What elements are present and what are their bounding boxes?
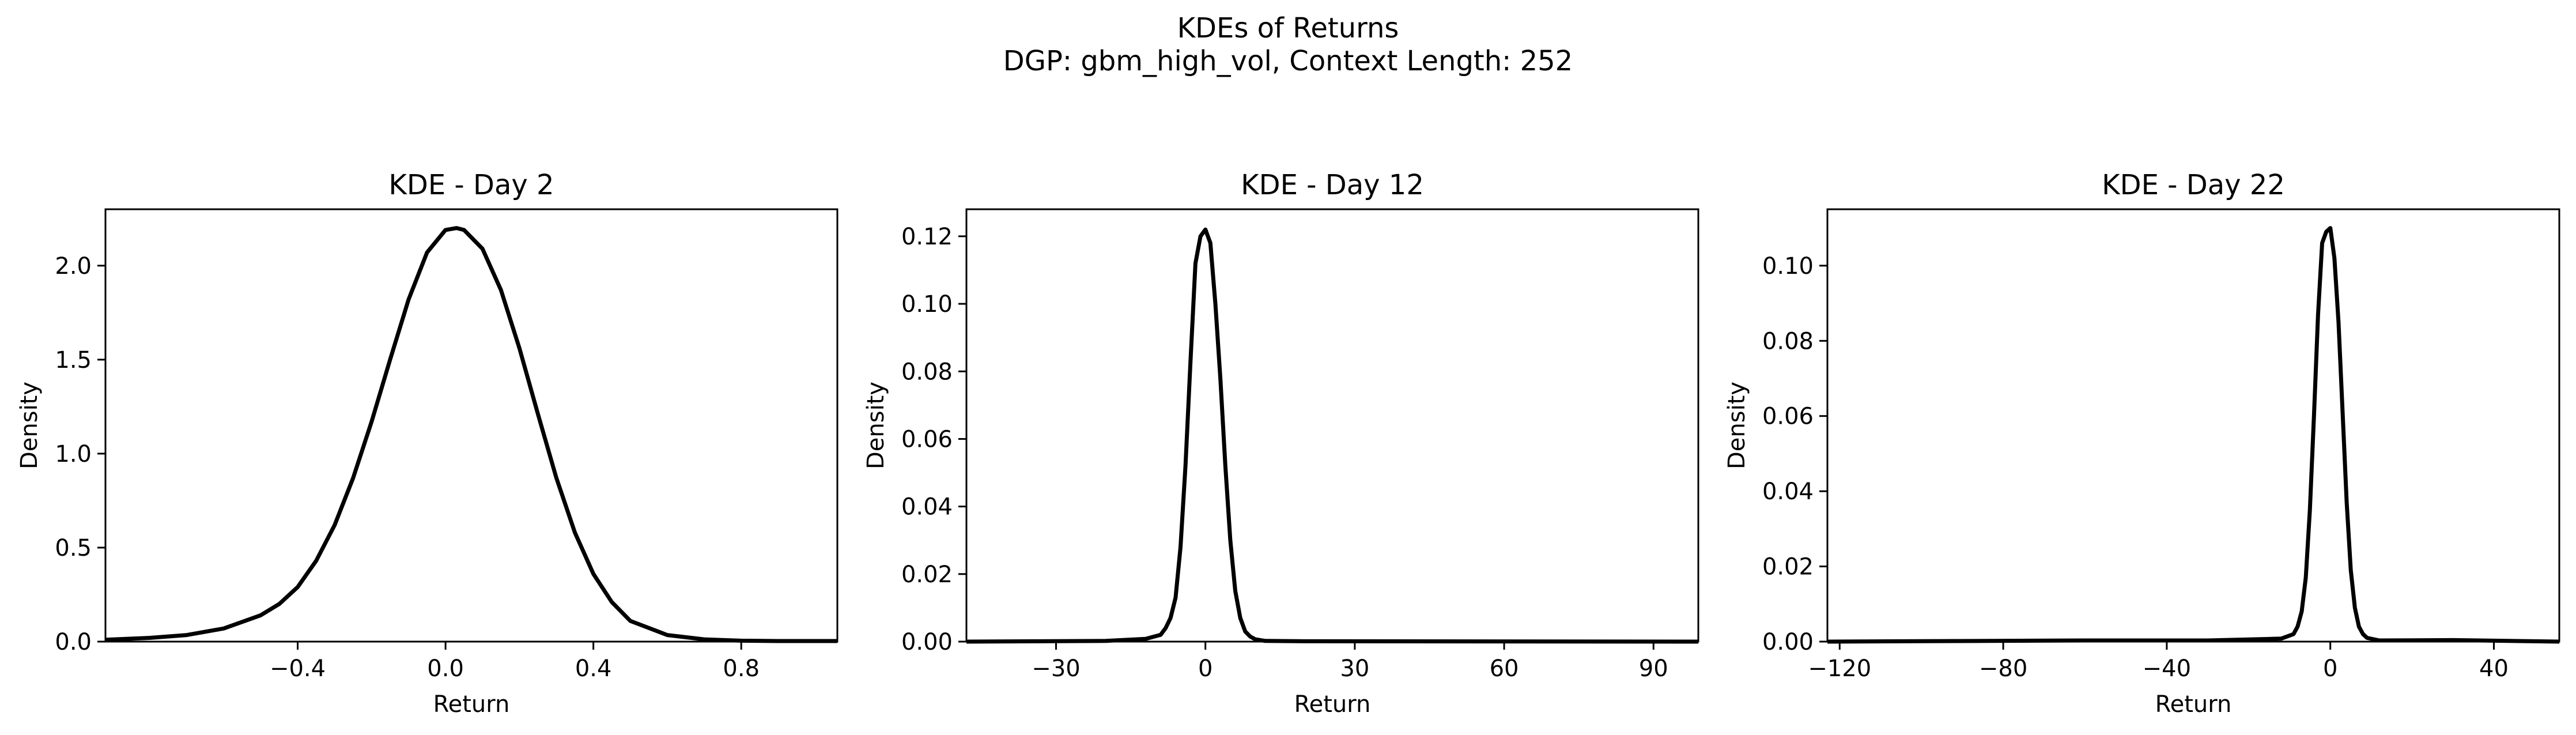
figure-subtitle: DGP: gbm_high_vol, Context Length: 252 bbox=[1003, 45, 1573, 77]
x-tick-label: 40 bbox=[2479, 655, 2509, 682]
x-tick-label: −30 bbox=[1032, 655, 1080, 682]
y-tick-label: 0.02 bbox=[901, 561, 953, 588]
subplot-title: KDE - Day 12 bbox=[1241, 169, 1424, 201]
y-tick-label: 0.04 bbox=[901, 494, 953, 521]
subplot-day-2: KDE - Day 2 −0.4 0.0 0.4 0.8 0.0 0.5 1.0 1.5 2.0… bbox=[16, 169, 838, 718]
x-tick-label: −0.4 bbox=[270, 655, 326, 682]
x-axis-label: Return bbox=[433, 691, 510, 718]
kde-curve bbox=[1827, 226, 2560, 644]
y-tick-label: 0.06 bbox=[1762, 404, 1814, 430]
x-tick-label: 90 bbox=[1639, 655, 1668, 682]
y-tick-label: 0.0 bbox=[55, 629, 92, 655]
plot-frame bbox=[1826, 208, 2560, 643]
y-tick-label: 2.0 bbox=[55, 253, 92, 280]
figure-title: KDEs of Returns bbox=[1177, 12, 1399, 44]
plot-frame bbox=[104, 208, 838, 643]
x-tick-label: 0.0 bbox=[427, 655, 464, 682]
x-axis-label: Return bbox=[2155, 691, 2232, 718]
y-axis-label: Density bbox=[1724, 382, 1750, 469]
x-tick-label: 60 bbox=[1490, 655, 1519, 682]
subplot-title: KDE - Day 22 bbox=[2102, 169, 2285, 201]
y-tick-label: 0.10 bbox=[901, 291, 953, 318]
x-tick-label: 0 bbox=[1198, 655, 1213, 682]
x-tick-label: 0 bbox=[2323, 655, 2337, 682]
x-tick-label: −120 bbox=[1808, 655, 1871, 682]
kde-curve bbox=[105, 226, 837, 643]
y-tick-label: 0.06 bbox=[901, 426, 953, 453]
y-tick-label: 0.04 bbox=[1762, 478, 1814, 505]
axis-ticks: −0.4 0.0 0.4 0.8 0.0 0.5 1.0 1.5 2.0 bbox=[55, 253, 760, 682]
y-tick-label: 0.02 bbox=[1762, 554, 1814, 581]
y-tick-label: 1.0 bbox=[55, 441, 92, 468]
y-tick-label: 0.5 bbox=[55, 535, 92, 561]
x-tick-label: −80 bbox=[1979, 655, 2027, 682]
x-tick-label: 30 bbox=[1340, 655, 1369, 682]
plot-frame bbox=[965, 208, 1699, 643]
y-tick-label: 0.12 bbox=[901, 224, 953, 250]
y-tick-label: 0.08 bbox=[901, 359, 953, 385]
subplot-day-12: KDE - Day 12 −30 0 30 60 90 0.00 0.02 0.04 0.06 0… bbox=[863, 169, 1699, 718]
y-tick-label: 1.5 bbox=[55, 347, 92, 374]
y-tick-label: 0.10 bbox=[1762, 253, 1814, 280]
y-tick-label: 0.00 bbox=[901, 629, 953, 655]
x-tick-label: 0.4 bbox=[575, 655, 612, 682]
y-tick-label: 0.08 bbox=[1762, 328, 1814, 355]
x-tick-label: −40 bbox=[2143, 655, 2191, 682]
y-tick-label: 0.00 bbox=[1762, 629, 1814, 655]
x-tick-label: 0.8 bbox=[723, 655, 760, 682]
axis-ticks: −30 0 30 60 90 0.00 0.02 0.04 0.06 0.08 0.10 0.12 bbox=[901, 224, 1668, 682]
x-axis-label: Return bbox=[1294, 691, 1371, 718]
y-axis-label: Density bbox=[16, 382, 43, 469]
subplot-title: KDE - Day 2 bbox=[388, 169, 554, 201]
kde-curve bbox=[966, 227, 1699, 644]
axis-ticks: −120 −80 −40 0 40 0.00 0.02 0.04 0.06 0.08 0.10 bbox=[1762, 253, 2509, 682]
y-axis-label: Density bbox=[863, 382, 889, 469]
subplot-day-22: KDE - Day 22 −120 −80 −40 0 40 0.00 0.02 0.04 0.… bbox=[1724, 169, 2560, 718]
